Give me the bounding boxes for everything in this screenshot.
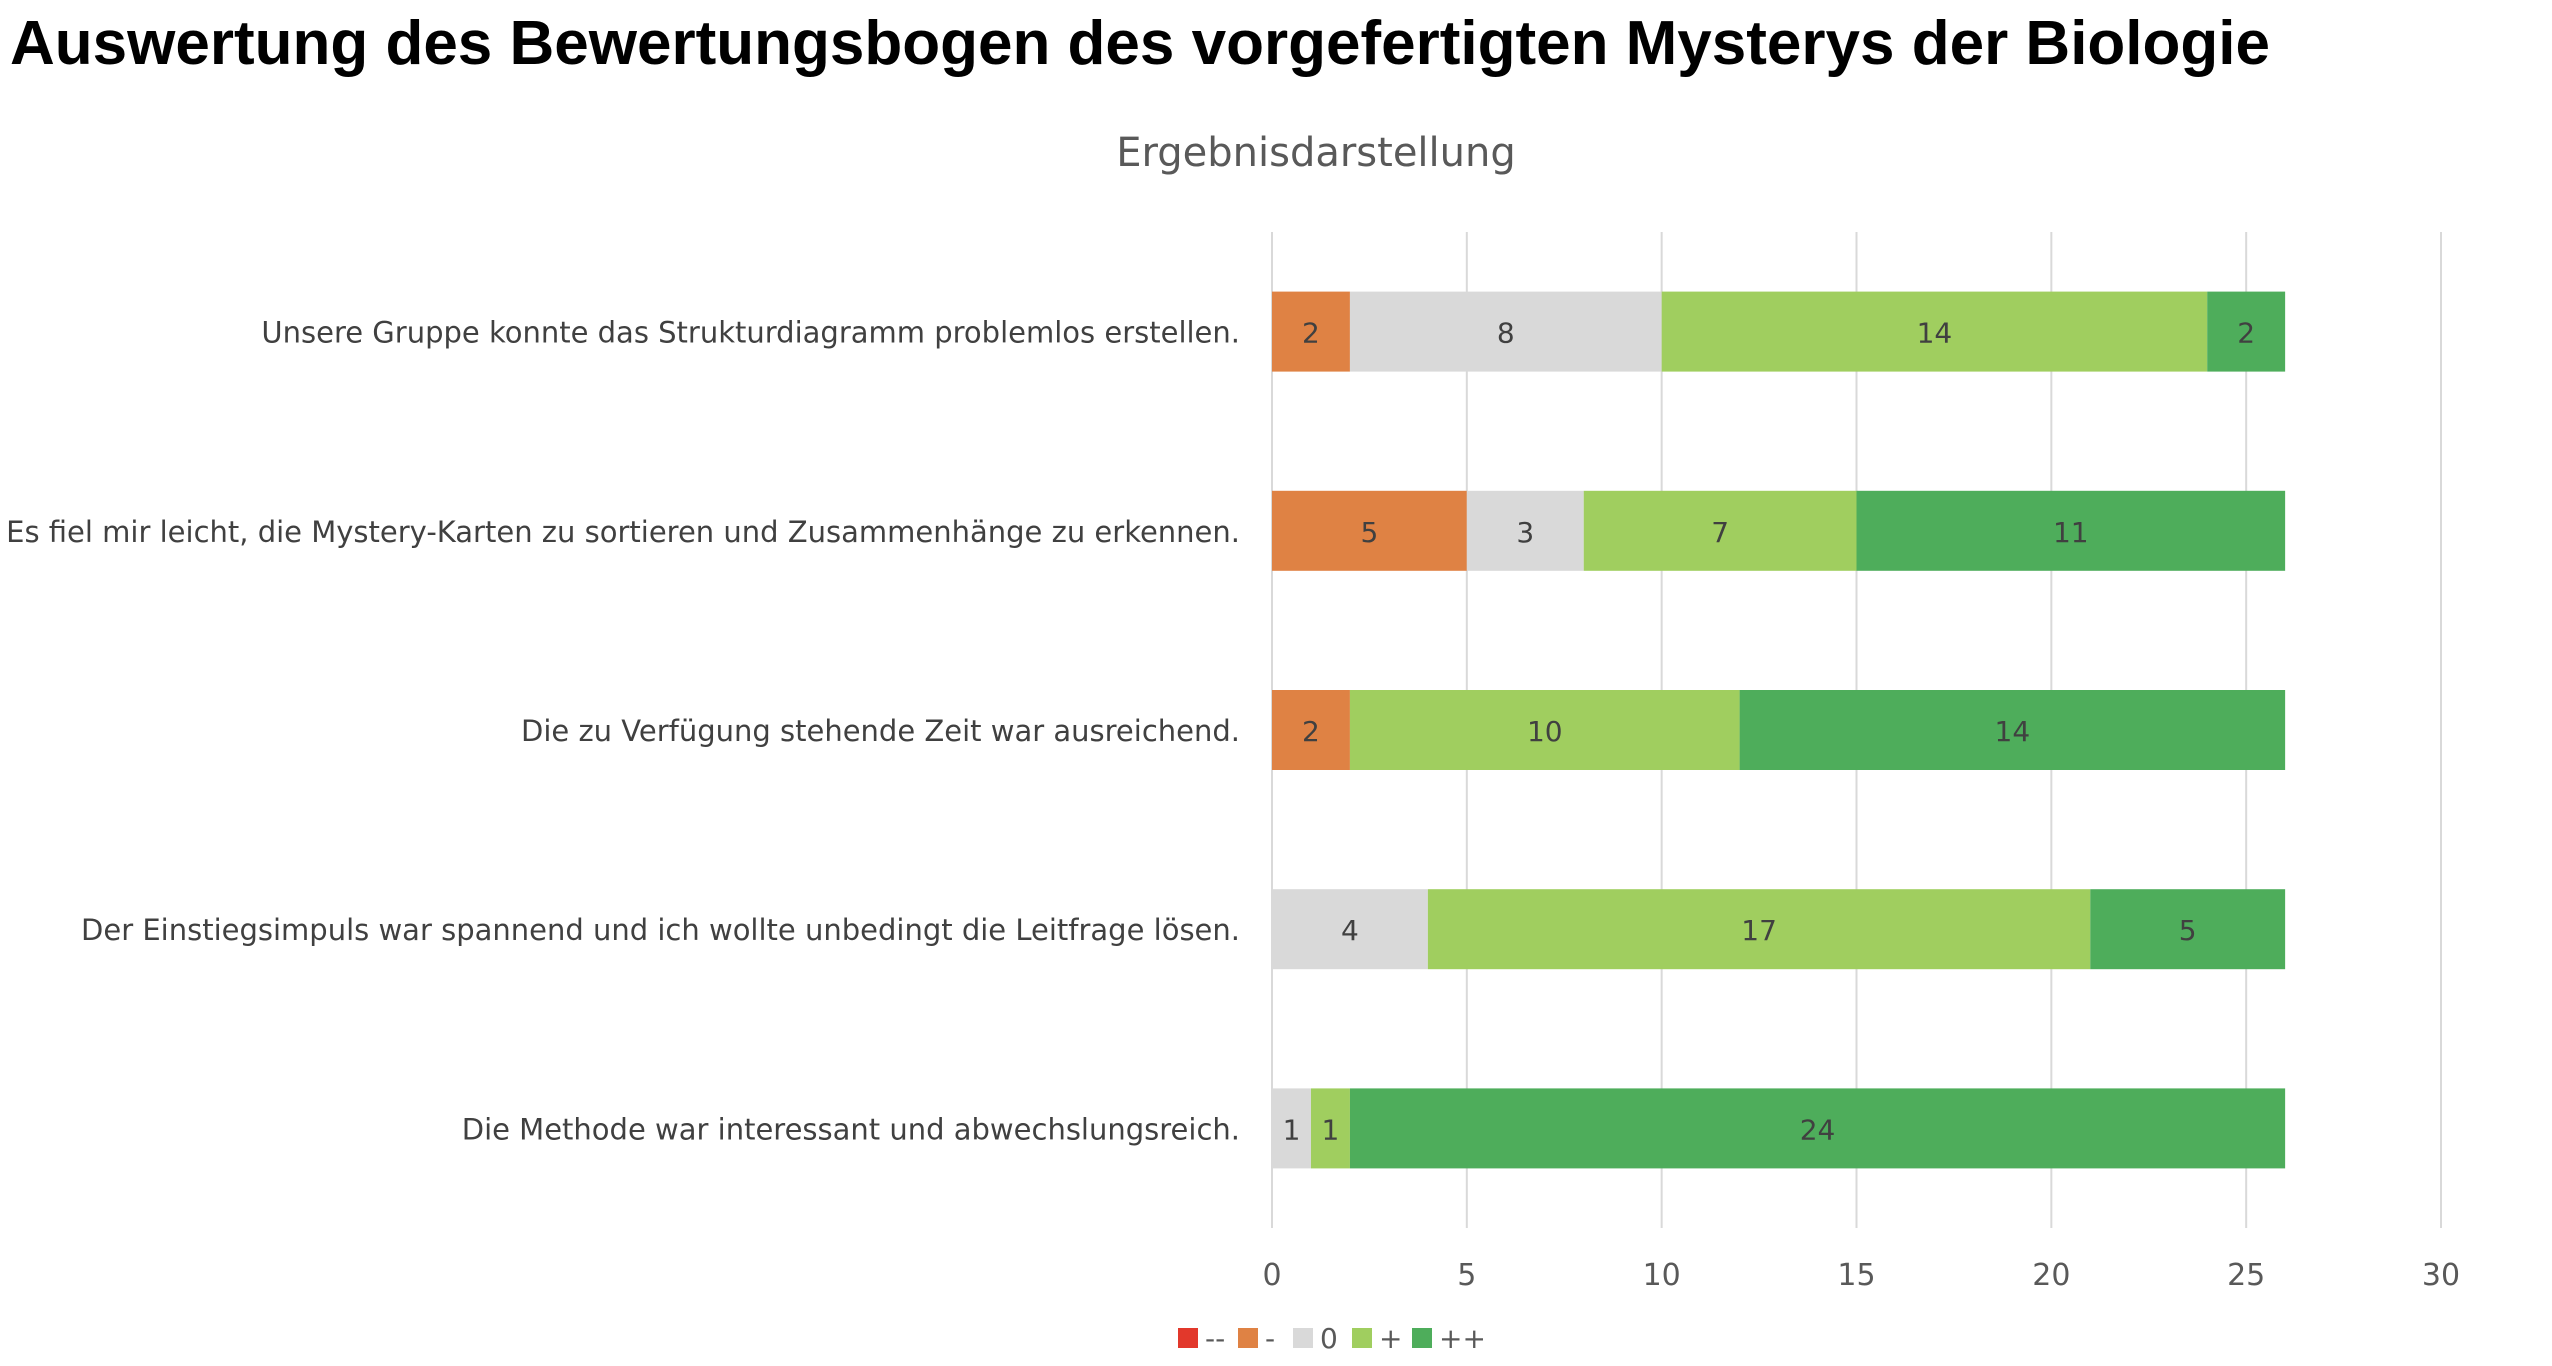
- data-label: 8: [1497, 317, 1515, 350]
- data-label: 14: [1995, 715, 2031, 748]
- data-label: 14: [1917, 317, 1953, 350]
- legend-label: --: [1205, 1322, 1225, 1355]
- bar-segment: [1583, 490, 1857, 571]
- data-label: 2: [2237, 317, 2255, 350]
- data-label: 2: [1302, 317, 1320, 350]
- legend-swatch: [1412, 1328, 1432, 1348]
- category-label: Die Methode war interessant und abwechsl…: [462, 1112, 1240, 1146]
- legend-label: +: [1379, 1322, 1402, 1355]
- legend-label: -: [1265, 1322, 1275, 1355]
- category-label: Die zu Verfügung stehende Zeit war ausre…: [521, 714, 1240, 748]
- x-tick-label: 10: [1643, 1258, 1681, 1293]
- x-tick-label: 15: [1837, 1258, 1875, 1293]
- data-label: 1: [1322, 1113, 1340, 1146]
- bar-segment: [1856, 490, 2286, 571]
- category-label: Es fiel mir leicht, die Mystery-Karten z…: [6, 515, 1240, 549]
- data-label: 3: [1516, 516, 1534, 549]
- data-label: 5: [1361, 516, 1379, 549]
- bar-segment: [1739, 690, 2286, 770]
- data-label: 24: [1800, 1113, 1836, 1146]
- bar-segment: [1661, 291, 2208, 372]
- bar-segment: [1272, 889, 1428, 970]
- bars: 2 8 14 2 5 3 7 11 2 10 14 4 17 5 1 1 24: [1272, 291, 2286, 1169]
- x-tick-label: 25: [2227, 1258, 2265, 1293]
- legend-swatch: [1178, 1328, 1198, 1348]
- bar-segment: [1466, 490, 1584, 571]
- bar-segment: [1349, 291, 1662, 372]
- bar-segment: [1272, 1088, 1311, 1169]
- data-label: 17: [1741, 914, 1777, 947]
- data-label: 5: [2179, 914, 2197, 947]
- chart-title: Ergebnisdarstellung: [1116, 130, 1516, 176]
- x-tick-label: 30: [2422, 1258, 2460, 1293]
- category-labels: Unsere Gruppe konnte das Strukturdiagram…: [6, 316, 1240, 1147]
- legend-swatch: [1238, 1328, 1258, 1348]
- legend-label: ++: [1439, 1322, 1486, 1355]
- x-axis-tick-labels: 0 5 10 15 20 25 30: [1262, 1258, 2460, 1293]
- legend-swatch: [1293, 1328, 1313, 1348]
- bar-segment: [1272, 490, 1467, 571]
- data-label: 11: [2053, 516, 2089, 549]
- bar-segment: [1310, 1088, 1350, 1169]
- bar-segment: [1272, 291, 1350, 372]
- data-label: 4: [1341, 914, 1359, 947]
- data-label: 7: [1711, 516, 1729, 549]
- data-label: 10: [1527, 715, 1563, 748]
- legend-label: 0: [1320, 1322, 1338, 1355]
- bar-segment: [1272, 690, 1350, 770]
- bar-segment: [2207, 291, 2286, 372]
- legend: -- -0 + ++: [1178, 1322, 1486, 1355]
- x-tick-label: 5: [1457, 1258, 1476, 1293]
- bar-segment: [1427, 889, 2091, 970]
- x-tick-label: 20: [2032, 1258, 2070, 1293]
- bar-segment: [2090, 889, 2286, 970]
- x-tick-label: 0: [1262, 1258, 1281, 1293]
- bar-segment: [1349, 690, 1740, 770]
- data-label: 1: [1283, 1113, 1301, 1146]
- category-label: Der Einstiegsimpuls war spannend und ich…: [81, 913, 1240, 947]
- page-title: Auswertung des Bewertungsbogen des vorge…: [10, 9, 2270, 78]
- bar-segment: [1349, 1088, 2286, 1169]
- data-label: 2: [1302, 715, 1320, 748]
- legend-swatch: [1352, 1328, 1372, 1348]
- category-label: Unsere Gruppe konnte das Strukturdiagram…: [261, 316, 1240, 350]
